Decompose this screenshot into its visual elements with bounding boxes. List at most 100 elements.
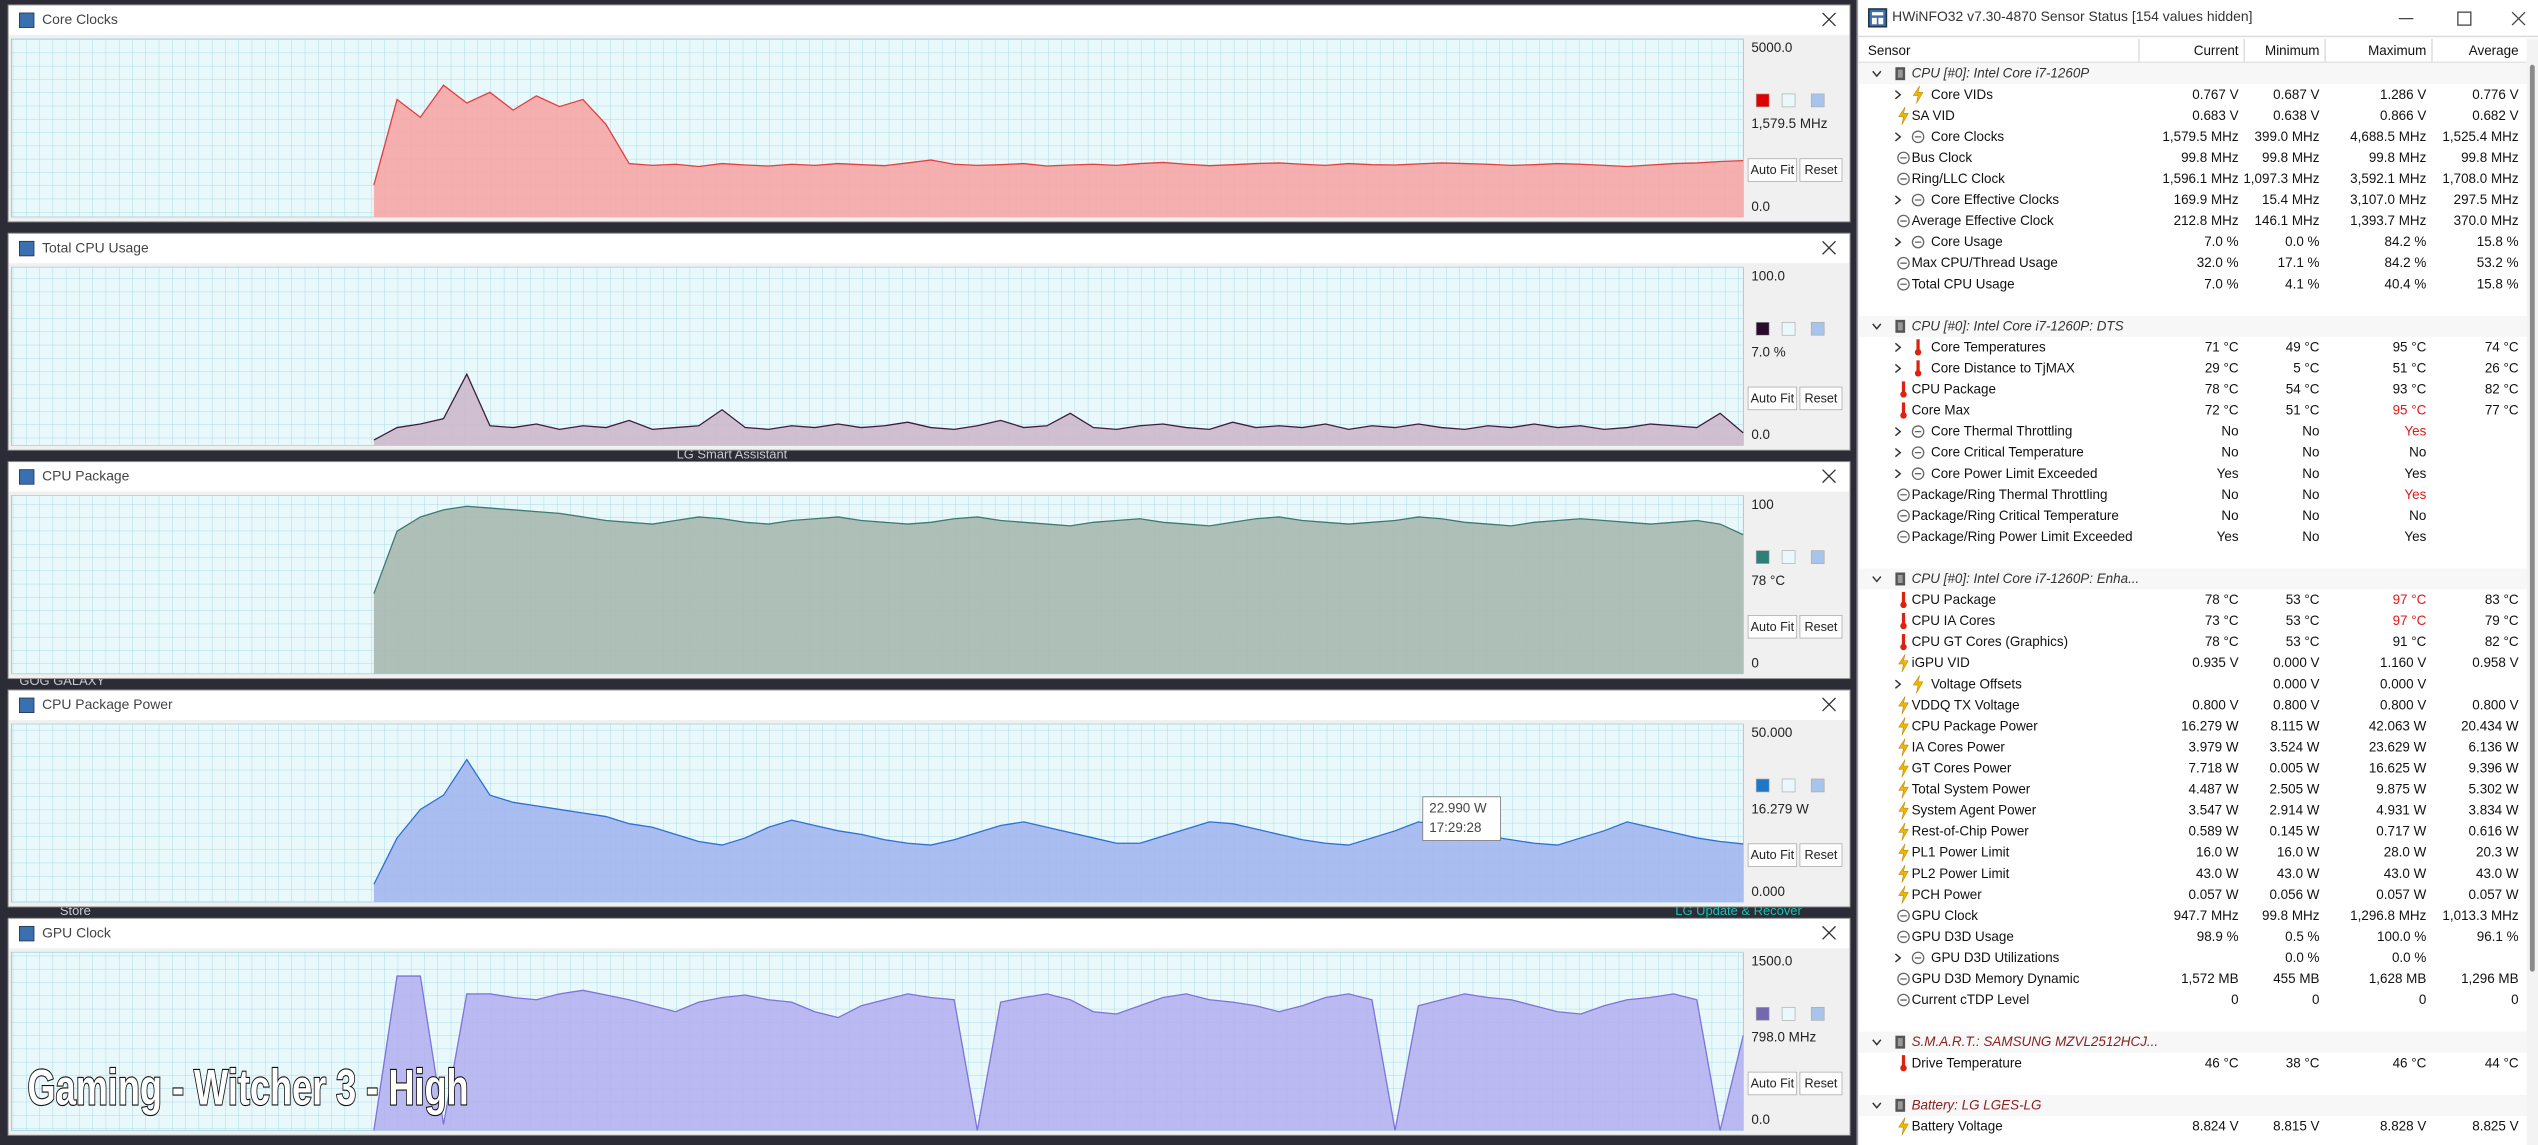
collapse-arrow[interactable] bbox=[1871, 570, 1882, 588]
collapse-arrow[interactable] bbox=[1871, 1033, 1882, 1051]
sensor-row[interactable]: IA Cores Power 3.979 W 3.524 W 23.629 W 6.13… bbox=[1858, 737, 2526, 758]
group-row[interactable]: CPU [#0]: Intel Core i7-1260P: Enha... bbox=[1858, 568, 2527, 590]
auto-fit-label[interactable]: Auto Fit bbox=[1751, 620, 1795, 634]
close-button[interactable] bbox=[1822, 12, 1836, 27]
group-row[interactable]: Battery: LG LGES-LG bbox=[1858, 1094, 2527, 1116]
sensor-row[interactable]: GPU D3D Memory Dynamic 1,572 MB 455 MB 1,62… bbox=[1858, 968, 2526, 989]
sensor-row[interactable]: Core Clocks 1,579.5 MHz 399.0 MHz 4,688.5 M… bbox=[1858, 126, 2526, 147]
sensor-row[interactable]: Battery Voltage 8.824 V 8.815 V 8.828 V 8.82… bbox=[1858, 1116, 2526, 1137]
column-header[interactable]: Sensor bbox=[1867, 41, 1911, 58]
grid-color[interactable] bbox=[1810, 93, 1825, 108]
series-color[interactable] bbox=[1755, 321, 1770, 336]
grid-color[interactable] bbox=[1810, 550, 1825, 564]
series-color[interactable] bbox=[1755, 93, 1770, 108]
sensor-row[interactable]: Current cTDP Level 0 0 0 0 bbox=[1858, 990, 2526, 1011]
sensor-row[interactable]: Rest-of-Chip Power 0.589 W 0.145 W 0.717 W 0… bbox=[1858, 821, 2526, 842]
series-color[interactable] bbox=[1755, 778, 1770, 793]
group-row[interactable]: CPU [#0]: Intel Core i7-1260P: DTS bbox=[1858, 315, 2527, 337]
collapse-arrow[interactable] bbox=[1871, 317, 1882, 335]
expand-arrow[interactable] bbox=[1892, 423, 1903, 441]
collapse-arrow[interactable] bbox=[1871, 65, 1882, 83]
reset-button[interactable] bbox=[1799, 843, 1843, 867]
sensor-row[interactable]: SA VID 0.683 V 0.638 V 0.866 V 0.682 V bbox=[1858, 105, 2526, 126]
sensor-row[interactable]: Package/Ring Thermal Throttling No No Yes bbox=[1858, 484, 2526, 505]
sensor-row[interactable]: CPU Package Power 16.279 W 8.115 W 42.063 W… bbox=[1858, 716, 2526, 737]
sensor-row[interactable]: PCH Power 0.057 W 0.056 W 0.057 W 0.057 W bbox=[1858, 884, 2526, 905]
grid-color[interactable] bbox=[1810, 321, 1825, 336]
sensor-row[interactable]: PL1 Power Limit 16.0 W 16.0 W 28.0 W 20.3 W bbox=[1858, 842, 2526, 863]
sensor-row[interactable]: Core VIDs 0.767 V 0.687 V 1.286 V 0.776 V bbox=[1858, 84, 2526, 105]
sensor-row[interactable]: Max CPU/Thread Usage 32.0 % 17.1 % 84.2 % 53… bbox=[1858, 253, 2526, 274]
expand-arrow[interactable] bbox=[1892, 949, 1903, 967]
reset-label[interactable]: Reset bbox=[1804, 163, 1837, 177]
auto-fit-label[interactable]: Auto Fit bbox=[1751, 163, 1795, 177]
auto-fit-label[interactable]: Auto Fit bbox=[1751, 392, 1795, 406]
sensor-row[interactable]: GPU D3D Usage 98.9 % 0.5 % 100.0 % 96.1 % bbox=[1858, 926, 2526, 947]
auto-fit-button[interactable] bbox=[1747, 386, 1798, 411]
group-row[interactable]: S.M.A.R.T.: SAMSUNG MZVL2512HCJ... bbox=[1858, 1031, 2527, 1053]
sensor-row[interactable]: Total CPU Usage 7.0 % 4.1 % 40.4 % 15.8 % bbox=[1858, 274, 2526, 295]
collapse-arrow[interactable] bbox=[1871, 1096, 1882, 1114]
expand-arrow[interactable] bbox=[1892, 675, 1903, 693]
scrollbar[interactable] bbox=[2526, 38, 2538, 1145]
sensor-row[interactable]: Total System Power 4.487 W 2.505 W 9.875 W 5… bbox=[1858, 779, 2526, 800]
close-button[interactable] bbox=[1822, 925, 1836, 940]
sensor-row[interactable]: Core Max 72 °C 51 °C 95 °C 77 °C bbox=[1858, 400, 2526, 421]
reset-label[interactable]: Reset bbox=[1804, 848, 1837, 862]
group-row[interactable]: CPU [#0]: Intel Core i7-1260P bbox=[1858, 63, 2527, 85]
reset-button[interactable] bbox=[1799, 1071, 1843, 1096]
auto-fit-label[interactable]: Auto Fit bbox=[1751, 848, 1795, 862]
grid-color[interactable] bbox=[1810, 778, 1825, 793]
close-button[interactable] bbox=[1822, 697, 1836, 712]
reset-label[interactable]: Reset bbox=[1804, 392, 1837, 406]
auto-fit-button[interactable] bbox=[1747, 158, 1798, 182]
reset-button[interactable] bbox=[1799, 386, 1843, 411]
reset-label[interactable]: Reset bbox=[1804, 620, 1837, 634]
expand-arrow[interactable] bbox=[1892, 360, 1903, 378]
sensor-row[interactable]: Core Temperatures 71 °C 49 °C 95 °C 74 °C bbox=[1858, 337, 2526, 358]
sensor-row[interactable]: VDDQ TX Voltage 0.800 V 0.800 V 0.800 V 0.80… bbox=[1858, 695, 2526, 716]
expand-arrow[interactable] bbox=[1892, 128, 1903, 146]
column-header[interactable]: Current bbox=[2193, 41, 2239, 58]
sensor-row[interactable]: Drive Temperature 46 °C 38 °C 46 °C 44 °C bbox=[1858, 1053, 2526, 1074]
expand-arrow[interactable] bbox=[1892, 338, 1903, 356]
background-color[interactable] bbox=[1781, 778, 1796, 793]
background-color[interactable] bbox=[1781, 550, 1796, 564]
sensor-row[interactable]: CPU Package 78 °C 53 °C 97 °C 83 °C bbox=[1858, 590, 2526, 611]
sensor-row[interactable]: iGPU VID 0.935 V 0.000 V 1.160 V 0.958 V bbox=[1858, 653, 2526, 674]
grid-color[interactable] bbox=[1810, 1007, 1825, 1021]
sensor-row[interactable]: Core Effective Clocks 169.9 MHz 15.4 MHz 3,… bbox=[1858, 189, 2526, 210]
sensor-row[interactable]: Average Effective Clock 212.8 MHz 146.1 MH… bbox=[1858, 211, 2526, 232]
sensor-row[interactable]: CPU Package 78 °C 54 °C 93 °C 82 °C bbox=[1858, 379, 2526, 400]
sensor-row[interactable]: PL2 Power Limit 43.0 W 43.0 W 43.0 W 43.0 W bbox=[1858, 863, 2526, 884]
close-button[interactable] bbox=[1822, 240, 1836, 255]
window-controls[interactable] bbox=[2392, 10, 2530, 28]
column-header[interactable]: Minimum bbox=[2265, 41, 2320, 58]
auto-fit-button[interactable] bbox=[1747, 1071, 1798, 1096]
background-color[interactable] bbox=[1781, 321, 1796, 336]
column-header[interactable]: Maximum bbox=[2368, 41, 2427, 58]
reset-button[interactable] bbox=[1799, 615, 1843, 639]
expand-arrow[interactable] bbox=[1892, 191, 1903, 209]
sensor-row[interactable]: Package/Ring Critical Temperature No No No bbox=[1858, 505, 2526, 526]
series-color[interactable] bbox=[1755, 550, 1770, 564]
column-header[interactable]: Average bbox=[2468, 41, 2519, 58]
expand-arrow[interactable] bbox=[1892, 233, 1903, 251]
sensor-row[interactable]: Core Usage 7.0 % 0.0 % 84.2 % 15.8 % bbox=[1858, 232, 2526, 253]
sensor-row[interactable]: GT Cores Power 7.718 W 0.005 W 16.625 W 9.39… bbox=[1858, 758, 2526, 779]
sensor-row[interactable]: CPU IA Cores 73 °C 53 °C 97 °C 79 °C bbox=[1858, 611, 2526, 632]
sensor-row[interactable]: Package/Ring Power Limit Exceeded Yes No Ye… bbox=[1858, 526, 2526, 547]
sensor-row[interactable]: Bus Clock 99.8 MHz 99.8 MHz 99.8 MHz 99.8 MH… bbox=[1858, 147, 2526, 168]
background-color[interactable] bbox=[1781, 1007, 1796, 1021]
sensor-row[interactable]: GPU D3D Utilizations 0.0 % 0.0 % bbox=[1858, 947, 2526, 968]
auto-fit-button[interactable] bbox=[1747, 843, 1798, 867]
sensor-row[interactable]: GPU Clock 947.7 MHz 99.8 MHz 1,296.8 MHz 1,0… bbox=[1858, 905, 2526, 926]
sensor-row[interactable]: System Agent Power 3.547 W 2.914 W 4.931 W 3… bbox=[1858, 800, 2526, 821]
auto-fit-label[interactable]: Auto Fit bbox=[1751, 1077, 1795, 1091]
close-button[interactable] bbox=[1822, 469, 1836, 484]
expand-arrow[interactable] bbox=[1892, 465, 1903, 483]
sensor-row[interactable]: Core Critical Temperature No No No bbox=[1858, 442, 2526, 463]
expand-arrow[interactable] bbox=[1892, 86, 1903, 104]
sensor-row[interactable]: Ring/LLC Clock 1,596.1 MHz 1,097.3 MHz 3,59… bbox=[1858, 168, 2526, 189]
series-color[interactable] bbox=[1755, 1007, 1770, 1021]
